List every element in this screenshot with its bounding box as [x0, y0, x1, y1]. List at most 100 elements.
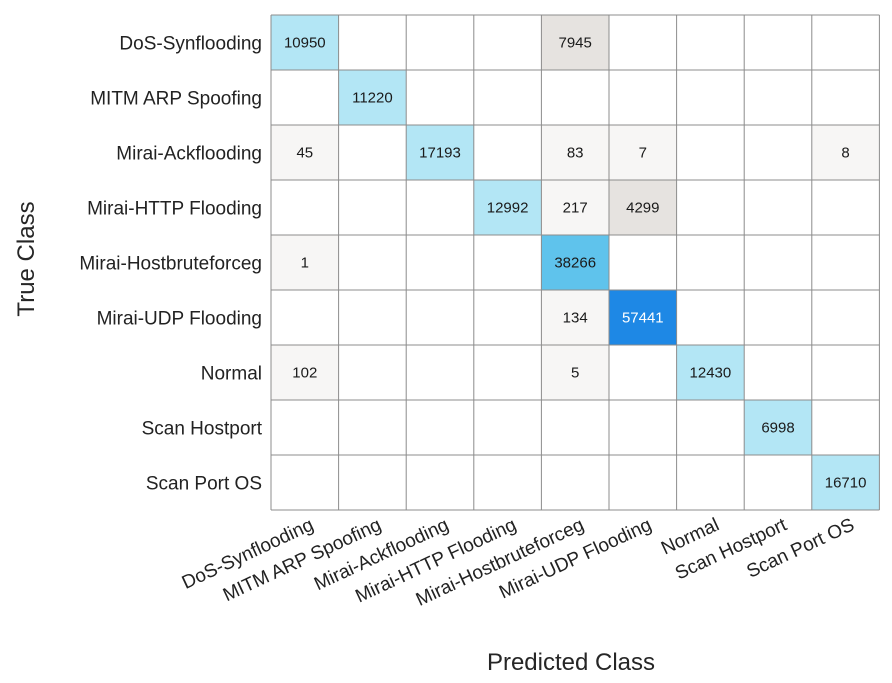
cell-value-label: 10950	[284, 35, 326, 52]
cell-value-label: 45	[296, 145, 313, 162]
matrix-cell	[406, 455, 474, 510]
matrix-cell	[811, 345, 880, 400]
matrix-cell	[338, 180, 407, 235]
matrix-cell	[811, 125, 880, 180]
matrix-cell	[676, 235, 745, 290]
matrix-cell	[271, 455, 339, 510]
matrix-cell	[744, 125, 812, 180]
matrix-cell	[473, 125, 542, 180]
matrix-cell	[811, 15, 880, 70]
matrix-cell	[609, 125, 677, 180]
matrix-grid	[270, 14, 880, 511]
matrix-cell	[676, 15, 745, 70]
matrix-cell	[609, 235, 677, 290]
cell-value-label: 12992	[487, 200, 529, 217]
matrix-cell	[541, 345, 609, 400]
matrix-cell	[744, 15, 812, 70]
matrix-cell	[271, 290, 339, 345]
matrix-cell	[811, 180, 880, 235]
matrix-cell	[609, 400, 677, 455]
cell-value-label: 57441	[622, 310, 664, 327]
matrix-cell	[541, 70, 609, 125]
matrix-cell	[541, 235, 609, 290]
matrix-cell	[541, 125, 609, 180]
matrix-cell	[541, 15, 609, 70]
y-tick-labels: DoS-Synflooding MITM ARP Spoofing Mirai-Ac…	[79, 34, 262, 495]
matrix-cell	[473, 345, 542, 400]
matrix-cell	[609, 455, 677, 510]
matrix-cell	[744, 400, 812, 455]
y-tick-label-normal: Normal	[201, 364, 262, 385]
cell-value-label: 5	[571, 365, 579, 382]
cell-value-label: 7	[639, 145, 647, 162]
matrix-cell	[406, 290, 474, 345]
cell-value-label: 11220	[352, 90, 393, 107]
matrix-cell	[338, 235, 407, 290]
matrix-cell	[744, 70, 812, 125]
matrix-cell	[541, 180, 609, 235]
matrix-cell	[811, 70, 880, 125]
y-tick-label-scan-hostport: Scan Hostport	[142, 419, 263, 440]
cell-value-label: 1	[301, 255, 309, 272]
matrix-cell	[406, 180, 474, 235]
cell-value-label: 8	[841, 145, 849, 162]
matrix-cell	[609, 290, 677, 345]
matrix-cell	[676, 180, 745, 235]
matrix-cell	[406, 400, 474, 455]
matrix-cell	[676, 290, 745, 345]
y-tick-label-scan-port-os: Scan Port OS	[146, 474, 262, 495]
y-tick-label-mirai-hostbruteforceg: Mirai-Hostbruteforceg	[79, 254, 262, 275]
matrix-cell	[271, 235, 339, 290]
matrix-cell	[609, 15, 677, 70]
matrix-cell	[676, 70, 745, 125]
matrix-cell	[271, 345, 339, 400]
cell-value-label: 83	[567, 145, 584, 162]
matrix-cell	[473, 15, 542, 70]
cell-value-label: 4299	[626, 200, 659, 217]
y-tick-label-mirai-udp-flooding: Mirai-UDP Flooding	[97, 309, 262, 330]
matrix-cell	[271, 70, 339, 125]
cell-value-label: 16710	[825, 475, 867, 492]
matrix-cell	[271, 15, 339, 70]
matrix-cell	[338, 455, 407, 510]
matrix-cell	[541, 400, 609, 455]
matrix-cell	[473, 455, 542, 510]
matrix-cell	[811, 290, 880, 345]
matrix-cell	[338, 70, 407, 125]
matrix-cell	[338, 125, 407, 180]
matrix-cell	[744, 235, 812, 290]
matrix-cell	[473, 180, 542, 235]
y-tick-label-mirai-http-flooding: Mirai-HTTP Flooding	[87, 199, 262, 220]
matrix-cell	[811, 455, 880, 510]
matrix-cell	[609, 180, 677, 235]
y-tick-label-dos-synflooding: DoS-Synflooding	[119, 34, 262, 55]
matrix-cell	[271, 400, 339, 455]
matrix-cell	[676, 345, 745, 400]
matrix-cell	[676, 400, 745, 455]
cell-value-label: 17193	[419, 145, 461, 162]
matrix-cell	[406, 70, 474, 125]
matrix-cell	[811, 235, 880, 290]
matrix-cell	[541, 290, 609, 345]
matrix-cell	[338, 15, 407, 70]
x-axis-title: Predicted Class	[487, 649, 655, 676]
matrix-cell	[541, 455, 609, 510]
matrix-cell	[744, 180, 812, 235]
matrix-cell	[609, 345, 677, 400]
matrix-cell	[473, 400, 542, 455]
cell-value-label: 134	[563, 310, 588, 327]
matrix-cell	[406, 235, 474, 290]
matrix-cell	[744, 290, 812, 345]
cell-value-label: 102	[292, 365, 317, 382]
matrix-cell	[473, 290, 542, 345]
cell-value-label: 7945	[559, 35, 592, 52]
matrix-cell	[338, 345, 407, 400]
matrix-cell	[811, 400, 880, 455]
matrix-cell	[271, 180, 339, 235]
matrix-cell	[473, 235, 542, 290]
y-tick-label-mirai-ackflooding: Mirai-Ackflooding	[116, 144, 262, 165]
matrix-cell	[744, 455, 812, 510]
matrix-cell	[406, 15, 474, 70]
